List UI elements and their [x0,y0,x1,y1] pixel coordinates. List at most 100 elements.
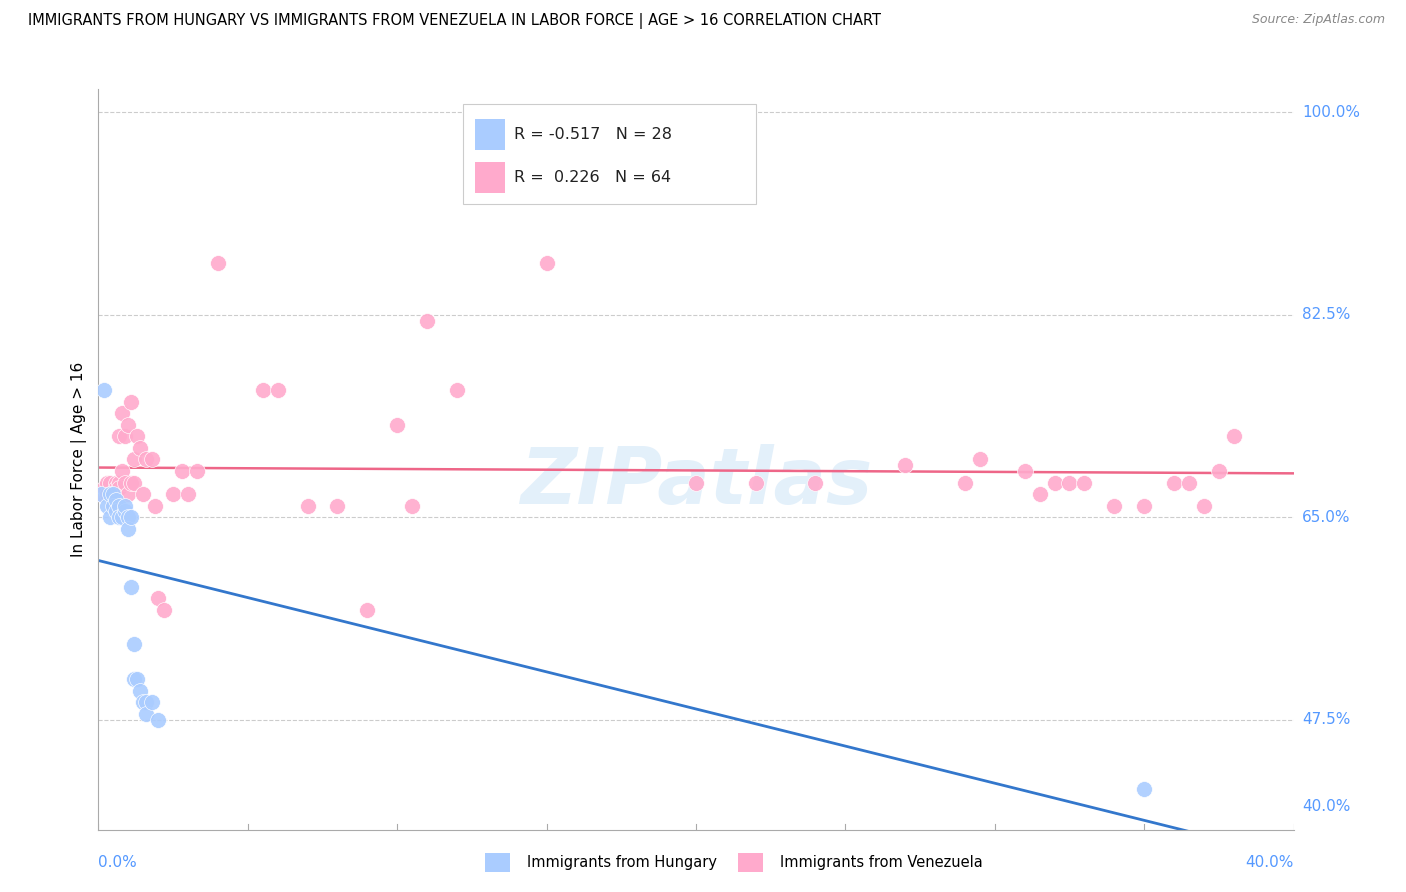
FancyBboxPatch shape [475,119,505,150]
Point [90,487,112,501]
Point [745,475,768,490]
Point [297,499,319,513]
Point [186,464,208,478]
Point [385,417,409,432]
Point [1133,499,1156,513]
Point [98,487,122,501]
Point [804,475,827,490]
Point [108,429,131,443]
Point [120,510,142,524]
Y-axis label: In Labor Force | Age > 16: In Labor Force | Age > 16 [72,362,87,557]
Point [105,475,128,490]
Point [148,713,170,727]
Text: 100.0%: 100.0% [1302,105,1360,120]
Point [1133,782,1156,797]
Point [120,580,142,594]
Point [117,487,139,501]
Point [120,475,142,490]
Point [1028,487,1050,501]
Point [1104,499,1126,513]
Point [114,475,136,490]
Point [98,510,122,524]
Point [114,429,136,443]
Point [120,394,142,409]
Point [105,481,128,495]
Text: Source: ZipAtlas.com: Source: ZipAtlas.com [1251,13,1385,27]
Point [207,256,229,270]
Point [1208,464,1230,478]
Point [103,487,125,501]
Point [93,481,115,495]
Point [135,706,157,721]
Point [1192,499,1215,513]
Point [536,256,558,270]
Point [1163,475,1185,490]
Point [135,452,157,467]
Point [141,452,163,467]
Point [1223,429,1246,443]
Point [114,504,136,518]
Point [685,475,707,490]
Point [1073,475,1095,490]
Point [108,475,131,490]
Text: R =  0.226   N = 64: R = 0.226 N = 64 [515,169,672,185]
Point [177,487,200,501]
Text: 40.0%: 40.0% [1246,855,1294,870]
Point [96,475,118,490]
Text: ZIPatlas: ZIPatlas [520,443,872,520]
Text: R = -0.517   N = 28: R = -0.517 N = 28 [515,127,672,142]
Point [401,499,423,513]
Point [96,487,118,501]
Point [129,441,152,455]
Point [105,492,128,507]
Point [124,637,146,651]
Point [356,603,378,617]
Text: IMMIGRANTS FROM HUNGARY VS IMMIGRANTS FROM VENEZUELA IN LABOR FORCE | AGE > 16 C: IMMIGRANTS FROM HUNGARY VS IMMIGRANTS FR… [28,13,882,29]
Point [111,510,134,524]
Point [98,487,122,501]
Point [446,383,468,397]
Point [252,383,274,397]
Point [111,464,134,478]
Point [132,695,155,709]
Point [124,672,146,686]
Point [111,406,134,420]
Point [162,487,184,501]
Point [1014,464,1036,478]
Point [117,417,139,432]
Point [129,683,152,698]
Point [117,522,139,536]
Point [172,464,194,478]
Point [108,499,131,513]
Point [1043,475,1066,490]
Point [127,429,149,443]
Point [1059,475,1081,490]
Point [103,499,125,513]
Point [93,383,115,397]
Point [132,487,155,501]
Point [953,475,976,490]
Point [267,383,290,397]
Point [148,591,170,606]
Point [114,499,136,513]
Point [124,475,146,490]
Point [103,487,125,501]
Point [153,603,176,617]
FancyBboxPatch shape [475,161,505,193]
Point [326,499,349,513]
Point [105,504,128,518]
Point [894,458,917,472]
Point [416,313,439,327]
Point [108,510,131,524]
Point [96,499,118,513]
Point [117,510,139,524]
Text: Immigrants from Hungary: Immigrants from Hungary [527,855,717,870]
Text: 82.5%: 82.5% [1302,307,1350,322]
Text: 65.0%: 65.0% [1302,509,1350,524]
Point [108,481,131,495]
Point [135,695,157,709]
Point [98,475,122,490]
Point [1178,475,1201,490]
Point [127,672,149,686]
FancyBboxPatch shape [463,104,756,204]
